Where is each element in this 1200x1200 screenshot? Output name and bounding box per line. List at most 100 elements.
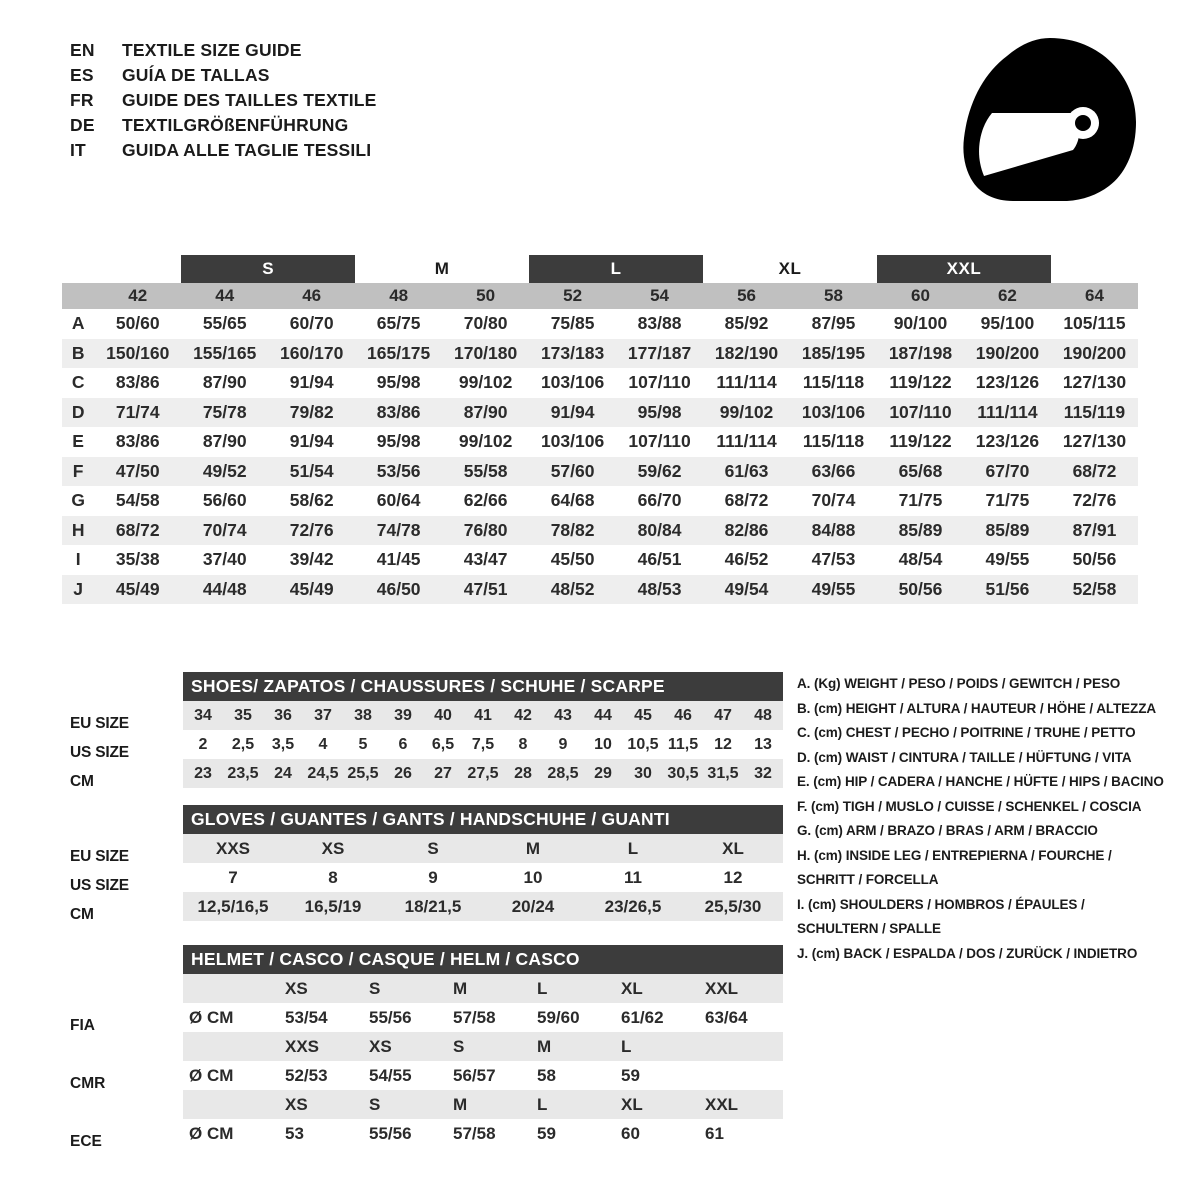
title-line-de: DE TEXTILGRÖßENFÜHRUNG <box>70 115 770 140</box>
measurement-cell: 49/55 <box>790 574 877 604</box>
measurement-cell: 64/68 <box>529 486 617 516</box>
shoes-row-us-size: 2 2,5 3,5 4 5 6 6,5 7,5 8 9 10 10,5 11,5 12 13 <box>183 730 783 759</box>
size-band-label: M <box>434 259 450 278</box>
measurement-cell: 90/100 <box>876 309 964 339</box>
measurement-cell: 111/114 <box>703 368 791 398</box>
helmet-size-label <box>699 1032 783 1061</box>
measurement-cell: 127/130 <box>1050 368 1138 398</box>
shoes-cell: 43 <box>543 701 583 730</box>
shoes-size-table: SHOES/ ZAPATOS / CHAUSSURES / SCHUHE / S… <box>183 672 783 788</box>
measurement-cell: 50/60 <box>94 309 182 339</box>
shoes-cell: 25,5 <box>343 759 383 788</box>
measurement-cell: 59/62 <box>616 456 704 486</box>
measurement-cell: 103/106 <box>529 368 617 398</box>
measurement-cell: 43/47 <box>442 545 530 575</box>
measurement-cell: 165/175 <box>355 338 443 368</box>
helmet-size-label: L <box>615 1032 699 1061</box>
measurement-row-key: B <box>62 338 95 368</box>
helmet-value-cell: 57/58 <box>447 1119 531 1148</box>
measurement-cell: 115/118 <box>790 427 877 457</box>
helmet-size-row-fia: XS S M L XL XXL <box>183 974 783 1003</box>
shoes-cell: 4 <box>303 730 343 759</box>
helmet-value-cell: 55/56 <box>363 1003 447 1032</box>
title-lang-code: EN <box>70 40 95 60</box>
title-line-fr: FR GUIDE DES TAILLES TEXTILE <box>70 90 770 115</box>
measurement-cell: 39/42 <box>268 545 356 575</box>
measurement-row-a: A 50/60 55/65 60/70 65/75 70/80 75/85 83/88 85/9… <box>62 309 1138 339</box>
measurement-cell: 185/195 <box>790 338 877 368</box>
legend-line: I. (cm) SHOULDERS / HOMBROS / ÉPAULES / <box>797 896 1085 912</box>
measurement-row-j: J 45/49 44/48 45/49 46/50 47/51 48/52 48/53 49/5… <box>62 574 1138 604</box>
measurement-cell: 85/89 <box>963 515 1051 545</box>
gloves-size-table: GLOVES / GUANTES / GANTS / HANDSCHUHE / … <box>183 805 783 921</box>
size-band-s: S <box>181 255 356 283</box>
helmet-standard-label: CMR <box>70 1075 106 1092</box>
size-band-label: L <box>529 255 704 283</box>
shoes-row-eu-size: 34 35 36 37 38 39 40 41 42 43 44 45 46 47 48 <box>183 701 783 730</box>
size-number-58: 58 <box>790 283 877 309</box>
title-lang-text: GUIDA ALLE TAGLIE TESSILI <box>122 140 372 160</box>
size-band-label: XL <box>778 259 802 278</box>
shoes-cell: 23 <box>183 759 223 788</box>
helmet-unit-label: Ø CM <box>183 1061 279 1090</box>
shoes-cell: 32 <box>743 759 783 788</box>
shoes-cell: 34 <box>183 701 223 730</box>
legend-line: SCHRITT / FORCELLA <box>797 872 939 887</box>
measurement-cell: 83/88 <box>616 309 704 339</box>
helmet-standard-block: ECE <box>70 1098 180 1156</box>
measurement-cell: 119/122 <box>876 427 964 457</box>
measurement-cell: 87/91 <box>1050 515 1138 545</box>
gloves-cell: S <box>383 834 483 863</box>
gloves-cell: 9 <box>383 863 483 892</box>
helmet-value-cell: 55/56 <box>363 1119 447 1148</box>
measurement-cell: 76/80 <box>442 515 530 545</box>
measurement-cell: 71/75 <box>963 486 1051 516</box>
measurement-cell: 190/200 <box>1050 338 1138 368</box>
measurement-cell: 95/100 <box>963 309 1051 339</box>
measurement-cell: 91/94 <box>529 397 617 427</box>
helmet-unit-label: Ø CM <box>183 1003 279 1032</box>
helmet-size-label: XS <box>279 1090 363 1119</box>
gloves-cell: XS <box>283 834 383 863</box>
measurement-cell: 107/110 <box>876 397 964 427</box>
helmet-size-label: L <box>531 1090 615 1119</box>
title-lang-text: TEXTILE SIZE GUIDE <box>122 40 302 60</box>
size-guide-title-block: EN TEXTILE SIZE GUIDE ES GUÍA DE TALLAS FR GU… <box>70 40 770 165</box>
title-lang-code: FR <box>70 90 94 110</box>
measurement-cell: 62/66 <box>442 486 530 516</box>
measurement-cell: 49/55 <box>963 545 1051 575</box>
gloves-row-us-size: 7 8 9 10 11 12 <box>183 863 783 892</box>
measurement-cell: 79/82 <box>268 397 356 427</box>
gloves-cell: 7 <box>183 863 283 892</box>
helmet-value-cell <box>699 1061 783 1090</box>
measurement-row-key: D <box>62 397 95 427</box>
measurement-rows: A 50/60 55/65 60/70 65/75 70/80 75/85 83/88 85/9… <box>62 309 1138 604</box>
helmet-banner: HELMET / CASCO / CASQUE / HELM / CASCO <box>183 945 783 974</box>
measurement-row-i: I 35/38 37/40 39/42 41/45 43/47 45/50 46/51 46/5… <box>62 545 1138 575</box>
measurement-cell: 95/98 <box>355 427 443 457</box>
gloves-row-labels: EU SIZE US SIZE CM <box>70 842 180 929</box>
measurement-cell: 66/70 <box>616 486 704 516</box>
shoes-cell: 2 <box>183 730 223 759</box>
shoes-cell: 24 <box>263 759 303 788</box>
gloves-row-cm: 12,5/16,5 16,5/19 18/21,5 20/24 23/26,5 25,5/… <box>183 892 783 921</box>
measurement-cell: 68/72 <box>1050 456 1138 486</box>
measurement-row-key: E <box>62 427 95 457</box>
helmet-value-cell: 58 <box>531 1061 615 1090</box>
helmet-value-row-fia: Ø CM 53/54 55/56 57/58 59/60 61/62 63/64 <box>183 1003 783 1032</box>
measurement-cell: 48/53 <box>616 574 704 604</box>
measurement-cell: 51/56 <box>963 574 1051 604</box>
measurement-cell: 63/66 <box>790 456 877 486</box>
helmet-size-row-cmr: XXS XS S M L <box>183 1032 783 1061</box>
title-line-it: IT GUIDA ALLE TAGLIE TESSILI <box>70 140 770 165</box>
legend-line: C. (cm) CHEST / PECHO / POITRINE / TRUHE… <box>797 725 1136 740</box>
size-band-row: S M L XL XXL <box>62 255 1138 283</box>
helmet-size-label: XL <box>615 1090 699 1119</box>
gloves-cell: L <box>583 834 683 863</box>
helmet-size-label: XXS <box>279 1032 363 1061</box>
measurement-row-key: H <box>62 515 95 545</box>
measurement-cell: 190/200 <box>963 338 1051 368</box>
title-lang-code: DE <box>70 115 95 135</box>
measurement-cell: 160/170 <box>268 338 356 368</box>
measurement-cell: 119/122 <box>876 368 964 398</box>
